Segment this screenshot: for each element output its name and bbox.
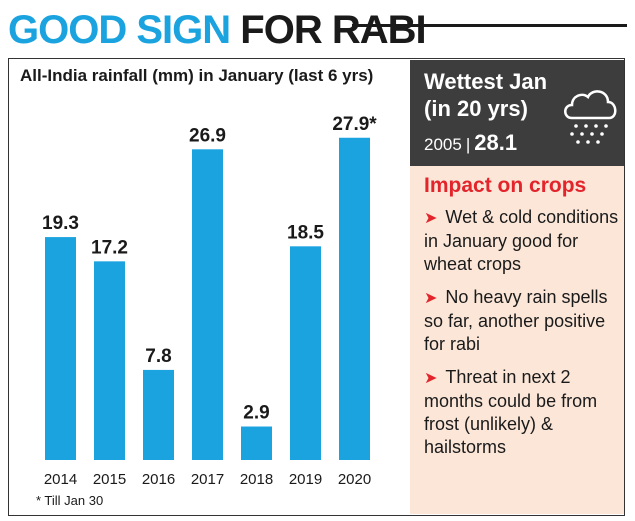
tick-label-2017: 2017 <box>191 471 224 488</box>
bar-chart: 19.3 2014 17.2 2015 7.8 2016 26.9 2017 2.9 2018 18… <box>42 114 377 488</box>
tick-label-2020: 2020 <box>338 471 371 488</box>
data-label-2019: 18.5 <box>287 222 324 243</box>
data-label-2017: 26.9 <box>189 125 226 146</box>
chart-title: All-India rainfall (mm) in January (last… <box>20 66 374 85</box>
arrow-icon: ➤ <box>424 290 438 307</box>
title-rule <box>352 24 627 27</box>
title-part-accent: GOOD SIGN <box>8 8 231 52</box>
data-label-2014: 19.3 <box>42 213 79 234</box>
bar-2019 <box>290 246 321 460</box>
rain-cloud-icon <box>564 90 617 144</box>
wettest-year: 2005 <box>424 135 462 154</box>
impact-item: ➤ Wet & cold conditions in January good f… <box>424 206 620 276</box>
impact-item-text: Wet & cold conditions in January good fo… <box>424 207 619 274</box>
bar-2020 <box>339 137 370 460</box>
tick-label-2014: 2014 <box>44 471 77 488</box>
impact-item-text: No heavy rain spells so far, another pos… <box>424 287 608 354</box>
title-part-dark: FOR RABI <box>240 8 426 52</box>
tick-label-2015: 2015 <box>93 471 126 488</box>
bar-2014 <box>45 237 76 460</box>
arrow-icon: ➤ <box>424 370 438 387</box>
wettest-value: 28.1 <box>474 130 518 155</box>
wettest-heading: Wettest Jan (in 20 yrs) <box>424 69 548 121</box>
chart-footnote: * Till Jan 30 <box>36 493 104 508</box>
tick-label-2016: 2016 <box>142 471 175 488</box>
page-title: GOOD SIGN FOR RABI <box>8 8 427 52</box>
impact-panel: Impact on crops ➤ Wet & cold conditions i… <box>410 166 624 514</box>
bar-2016 <box>143 369 174 460</box>
impact-title: Impact on crops <box>424 174 587 197</box>
arrow-icon: ➤ <box>424 210 438 227</box>
impact-item: ➤ No heavy rain spells so far, another po… <box>424 286 620 356</box>
wettest-stat: 2005 | 28.1 <box>424 130 517 156</box>
impact-item: ➤ Threat in next 2 months could be from f… <box>424 366 620 459</box>
wettest-panel: Wettest Jan (in 20 yrs) 2005 | 28.1 <box>410 60 624 166</box>
data-label-2015: 17.2 <box>91 237 128 258</box>
chart-frame <box>8 58 625 516</box>
tick-label-2019: 2019 <box>289 471 322 488</box>
bar-2018 <box>241 426 272 460</box>
wettest-separator: | <box>465 135 471 154</box>
data-label-2020: 27.9* <box>332 114 377 135</box>
bar-2015 <box>94 261 125 460</box>
bar-2017 <box>192 149 223 460</box>
data-label-2018: 2.9 <box>243 403 269 424</box>
data-label-2016: 7.8 <box>145 346 171 367</box>
impact-item-text: Threat in next 2 months could be from fr… <box>424 367 598 457</box>
impact-list: ➤ Wet & cold conditions in January good f… <box>424 206 620 469</box>
tick-label-2018: 2018 <box>240 471 273 488</box>
